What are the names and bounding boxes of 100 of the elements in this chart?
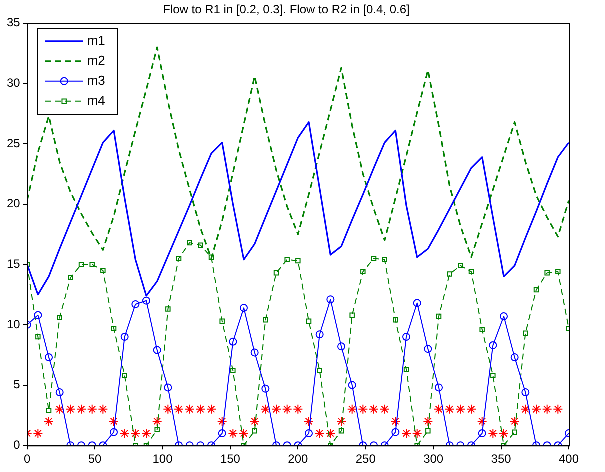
point — [296, 258, 301, 264]
point — [36, 334, 41, 340]
point — [90, 262, 95, 268]
point — [490, 373, 496, 378]
y-tick-label: 20 — [6, 196, 21, 211]
point — [218, 430, 226, 438]
x-tick-label: 100 — [152, 452, 174, 466]
point — [293, 404, 304, 414]
point — [380, 404, 390, 414]
point — [317, 368, 322, 374]
point — [336, 416, 347, 426]
point — [444, 404, 455, 414]
point — [240, 304, 248, 312]
point — [390, 416, 401, 426]
point — [348, 381, 356, 390]
point — [360, 269, 366, 275]
chart-title: Flow to R1 in [0.2, 0.3]. Flow to R2 in [0.4, 0.6] — [163, 2, 410, 17]
point — [57, 315, 62, 320]
point — [282, 404, 292, 414]
point — [544, 270, 550, 276]
point — [229, 338, 238, 346]
y-tick-label: 30 — [6, 76, 21, 90]
x-tick-label: 350 — [491, 452, 512, 466]
y-tick-label: 10 — [6, 317, 21, 332]
point — [447, 272, 452, 277]
point — [304, 416, 314, 426]
x-tick-label: 250 — [356, 452, 376, 466]
point — [66, 404, 76, 414]
point — [358, 404, 368, 414]
y-tick-label: 0 — [14, 438, 21, 452]
point — [393, 318, 398, 323]
point — [402, 333, 411, 342]
point — [109, 416, 120, 426]
point — [111, 326, 117, 332]
x-tick-label: 200 — [288, 452, 309, 466]
point — [239, 428, 250, 439]
point — [33, 428, 44, 439]
point — [87, 404, 98, 414]
point — [166, 306, 171, 312]
point — [230, 368, 236, 374]
point — [263, 318, 268, 323]
point — [174, 404, 184, 414]
point — [78, 262, 84, 268]
point — [220, 318, 225, 324]
point — [272, 404, 282, 414]
point — [392, 428, 400, 436]
point — [412, 428, 422, 439]
point — [499, 428, 509, 439]
point — [468, 269, 474, 275]
point — [553, 404, 564, 414]
point — [176, 256, 182, 262]
point — [76, 404, 87, 414]
point — [98, 404, 108, 414]
point — [434, 404, 444, 414]
point — [56, 388, 64, 397]
point — [184, 404, 195, 414]
point — [46, 408, 52, 414]
x-tick-label: 400 — [558, 452, 580, 466]
point — [206, 404, 217, 414]
y-tick-label: 5 — [14, 378, 21, 392]
point — [523, 330, 528, 336]
point — [512, 430, 518, 435]
point — [198, 242, 204, 248]
point — [510, 416, 520, 426]
point — [369, 404, 380, 414]
legend-label: m3 — [87, 72, 106, 88]
point — [262, 384, 270, 393]
point — [413, 299, 422, 308]
point — [208, 254, 214, 260]
point — [120, 333, 129, 342]
y-tick-label: 35 — [6, 16, 21, 30]
point — [217, 416, 228, 426]
point — [542, 404, 552, 414]
point — [314, 428, 325, 439]
point — [522, 388, 530, 397]
point — [520, 404, 531, 414]
point — [54, 404, 65, 414]
legend-label: m4 — [87, 92, 106, 108]
point — [120, 428, 130, 439]
point — [477, 416, 488, 426]
point — [435, 384, 444, 392]
point — [480, 327, 485, 332]
point — [423, 416, 434, 426]
point — [68, 275, 74, 281]
point — [424, 345, 432, 354]
y-tick-label: 25 — [6, 136, 21, 150]
x-tick-label: 0 — [24, 452, 32, 466]
point — [532, 404, 542, 414]
point — [488, 428, 498, 439]
point — [316, 330, 324, 339]
point — [152, 416, 162, 426]
point — [130, 428, 141, 439]
point — [350, 312, 355, 318]
point — [110, 428, 118, 436]
point — [142, 296, 151, 305]
point — [274, 270, 280, 276]
point — [153, 346, 162, 354]
point — [252, 428, 258, 434]
point — [326, 428, 336, 439]
point — [510, 354, 519, 362]
